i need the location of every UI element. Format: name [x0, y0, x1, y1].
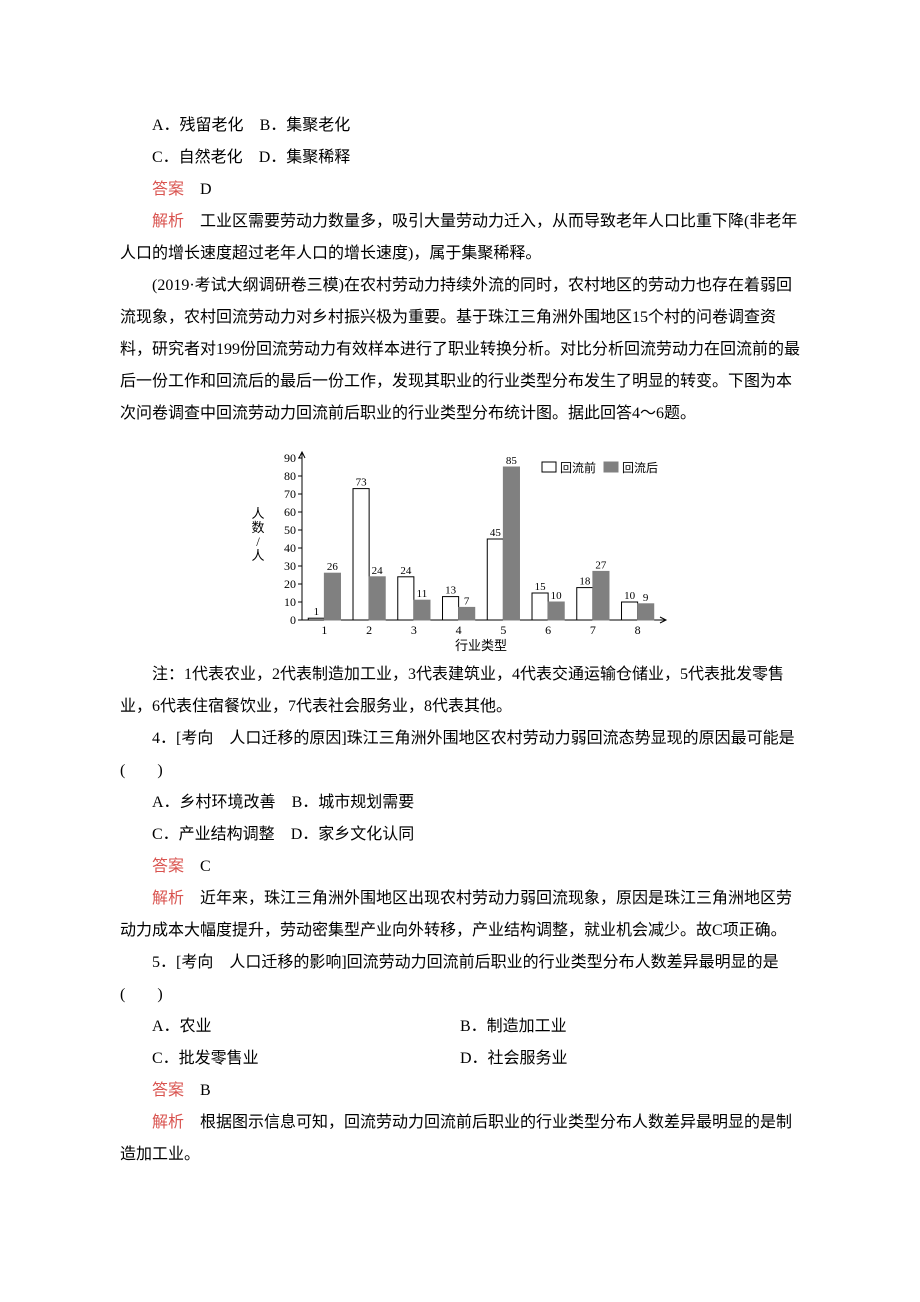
q5-explain: 解析 根据图示信息可知，回流劳动力回流前后职业的行业类型分布人数差异最明显的是制…: [120, 1107, 800, 1171]
q5-opt-b: B．制造加工业: [460, 1018, 567, 1035]
svg-text:10: 10: [624, 590, 636, 602]
svg-text:5: 5: [500, 623, 506, 637]
svg-text:4: 4: [456, 623, 462, 637]
svg-text:27: 27: [595, 559, 607, 571]
q5-stem: 5．[考向 人口迁移的影响]回流劳动力回流前后职业的行业类型分布人数差异最明显的…: [120, 947, 800, 1011]
q5-answer: 答案 B: [120, 1075, 800, 1107]
top-explain: 解析 工业区需要劳动力数量多，吸引大量劳动力迁入，从而导致老年人口比重下降(非老…: [120, 206, 800, 270]
top-answer-val: D: [200, 181, 212, 198]
svg-text:15: 15: [535, 581, 547, 593]
q4-opts-line1: A．乡村环境改善 B．城市规划需要: [120, 787, 800, 819]
svg-text:行业类型: 行业类型: [455, 638, 507, 653]
q4-opts-line2: C．产业结构调整 D．家乡文化认同: [120, 819, 800, 851]
chart-svg: 0102030405060708090人数/人12617324224113137…: [240, 440, 680, 655]
svg-text:3: 3: [411, 623, 417, 637]
svg-text:6: 6: [545, 623, 551, 637]
svg-text:回流后: 回流后: [622, 461, 658, 475]
svg-text:8: 8: [635, 623, 641, 637]
q4-opt-c: C．产业结构调整: [152, 826, 275, 843]
svg-text:1: 1: [321, 623, 327, 637]
svg-text:9: 9: [643, 592, 649, 604]
passage-text: (2019·考试大纲调研卷三模)在农村劳动力持续外流的同时，农村地区的劳动力也存…: [120, 270, 800, 430]
q4-answer-label: 答案: [152, 858, 184, 875]
top-explain-text: 工业区需要劳动力数量多，吸引大量劳动力迁入，从而导致老年人口比重下降(非老年人口…: [120, 213, 797, 262]
q5-opts-row2: C．批发零售业 D．社会服务业: [120, 1043, 800, 1075]
svg-text:人: 人: [251, 506, 264, 521]
svg-text:数: 数: [251, 520, 264, 535]
svg-text:73: 73: [356, 477, 368, 489]
svg-text:60: 60: [284, 505, 296, 519]
svg-text:回流前: 回流前: [560, 460, 596, 475]
q5-explain-text: 根据图示信息可知，回流劳动力回流前后职业的行业类型分布人数差异最明显的是制造加工…: [120, 1114, 792, 1163]
svg-text:24: 24: [372, 565, 384, 577]
q5-opt-d: D．社会服务业: [460, 1050, 568, 1067]
q5-answer-val: B: [200, 1082, 211, 1099]
svg-text:7: 7: [590, 623, 596, 637]
q4-answer: 答案 C: [120, 851, 800, 883]
svg-text:40: 40: [284, 541, 296, 555]
q4-answer-val: C: [200, 858, 211, 875]
svg-text:11: 11: [417, 588, 428, 600]
q4-explain: 解析 近年来，珠江三角洲外围地区出现农村劳动力弱回流现象，原因是珠江三角洲地区劳…: [120, 883, 800, 947]
svg-text:50: 50: [284, 523, 296, 537]
top-options-line1: A．残留老化 B．集聚老化: [120, 110, 800, 142]
svg-text:/: /: [256, 534, 260, 549]
svg-text:80: 80: [284, 469, 296, 483]
svg-text:10: 10: [551, 590, 563, 602]
q5-opt-c: C．批发零售业: [152, 1050, 259, 1067]
svg-text:13: 13: [445, 585, 457, 597]
svg-text:20: 20: [284, 577, 296, 591]
svg-text:45: 45: [490, 527, 502, 539]
svg-text:85: 85: [506, 455, 518, 467]
q5-explain-label: 解析: [152, 1114, 184, 1131]
q5-answer-label: 答案: [152, 1082, 184, 1099]
q5-opt-a: A．农业: [152, 1018, 212, 1035]
svg-text:10: 10: [284, 595, 296, 609]
svg-text:90: 90: [284, 451, 296, 465]
svg-text:24: 24: [400, 565, 412, 577]
q4-opt-a: A．乡村环境改善: [152, 794, 276, 811]
top-answer-label: 答案: [152, 181, 184, 198]
top-opt-b: B．集聚老化: [260, 117, 351, 134]
q5-opts-row1: A．农业 B．制造加工业: [120, 1011, 800, 1043]
svg-text:7: 7: [464, 595, 470, 607]
svg-text:26: 26: [327, 561, 339, 573]
svg-text:2: 2: [366, 623, 372, 637]
q4-opt-b: B．城市规划需要: [292, 794, 415, 811]
chart-note: 注：1代表农业，2代表制造加工业，3代表建筑业，4代表交通运输仓储业，5代表批发…: [120, 659, 800, 723]
q4-opt-d: D．家乡文化认同: [291, 826, 415, 843]
q4-explain-text: 近年来，珠江三角洲外围地区出现农村劳动力弱回流现象，原因是珠江三角洲地区劳动力成…: [120, 890, 792, 939]
q4-stem: 4．[考向 人口迁移的原因]珠江三角洲外围地区农村劳动力弱回流态势显现的原因最可…: [120, 723, 800, 787]
svg-text:18: 18: [579, 576, 591, 588]
top-answer: 答案 D: [120, 174, 800, 206]
top-explain-label: 解析: [152, 213, 184, 230]
q4-explain-label: 解析: [152, 890, 184, 907]
top-options-line2: C．自然老化 D．集聚稀释: [120, 142, 800, 174]
chart-container: 0102030405060708090人数/人12617324224113137…: [120, 440, 800, 655]
svg-text:0: 0: [290, 613, 296, 627]
top-opt-a: A．残留老化: [152, 117, 244, 134]
top-opt-d: D．集聚稀释: [259, 149, 351, 166]
svg-text:1: 1: [314, 606, 320, 618]
top-opt-c: C．自然老化: [152, 149, 243, 166]
svg-text:70: 70: [284, 487, 296, 501]
svg-text:人: 人: [251, 548, 264, 563]
svg-text:30: 30: [284, 559, 296, 573]
